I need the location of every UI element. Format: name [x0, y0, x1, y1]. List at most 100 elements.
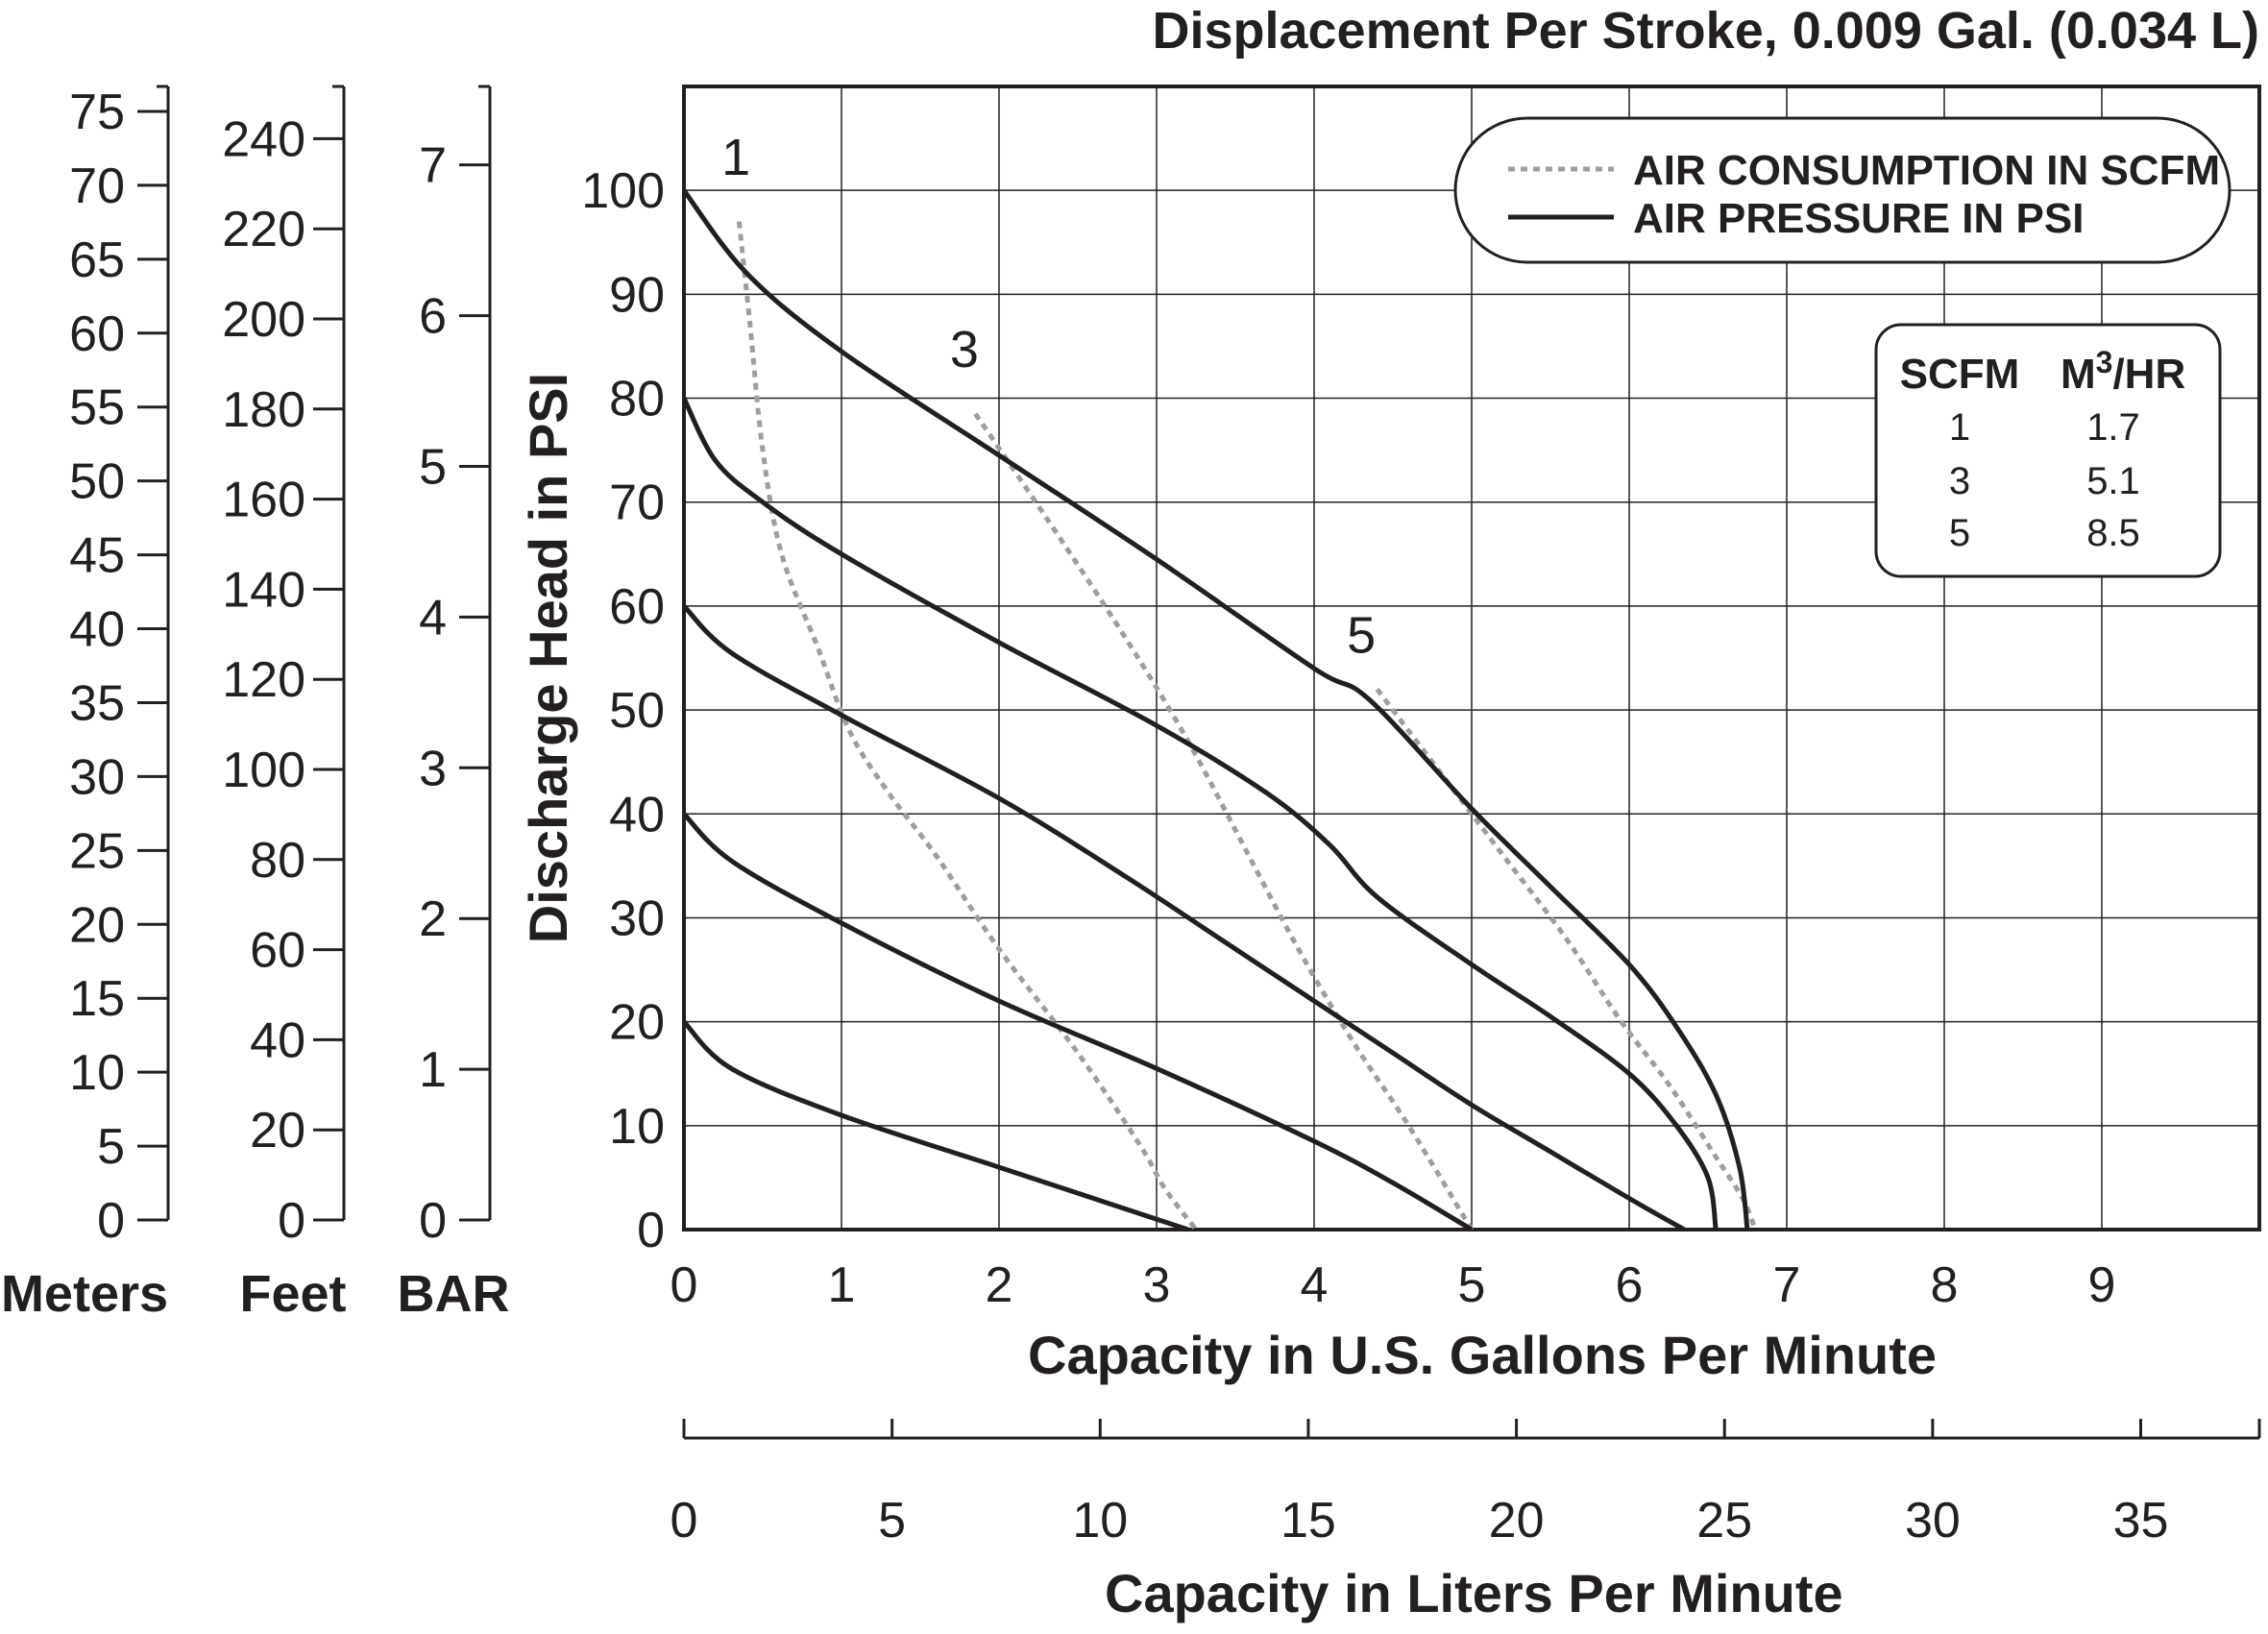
unit-scale-tick-label: 120 [222, 652, 305, 708]
curve-label-5: 5 [1347, 607, 1376, 665]
table-cell: 5.1 [2086, 460, 2140, 502]
x-tick-label: 2 [986, 1257, 1013, 1313]
bar-scale-label: BAR [398, 1265, 510, 1323]
unit-scale-tick-label: 35 [69, 675, 125, 731]
liters-tick-label: 30 [1905, 1493, 1961, 1549]
liters-tick-label: 20 [1489, 1493, 1545, 1549]
x-tick-label: 8 [1931, 1257, 1959, 1313]
unit-scale-tick-label: 50 [69, 454, 125, 510]
left-unit-scales: 0510152025303540455055606570750204060801… [69, 85, 492, 1249]
x-tick-label: 7 [1773, 1257, 1801, 1313]
unit-scale-tick-label: 0 [419, 1193, 447, 1249]
unit-scale-tick-label: 25 [69, 823, 125, 879]
curve-label-3: 3 [950, 321, 979, 378]
y-tick-label: 20 [609, 995, 665, 1051]
unit-scale-tick-label: 40 [69, 602, 125, 658]
unit-scale-tick-label: 7 [419, 138, 447, 194]
y-tick-label: 0 [637, 1203, 665, 1258]
air-consumption-curve-3 [973, 412, 1475, 1232]
legend: AIR CONSUMPTION IN SCFM AIR PRESSURE IN … [1453, 116, 2231, 264]
unit-scale-tick-label: 30 [69, 749, 125, 805]
liters-tick-label: 5 [878, 1493, 906, 1549]
x-tick-label: 3 [1143, 1257, 1171, 1313]
y-tick-label: 90 [609, 267, 665, 323]
liters-tick-label: 0 [671, 1493, 698, 1549]
meters-scale-label: Meters [1, 1265, 168, 1323]
unit-scale-tick-label: 3 [419, 741, 447, 796]
y-tick-label: 80 [609, 372, 665, 427]
unit-scale-tick-label: 45 [69, 528, 125, 584]
x-tick-label: 4 [1301, 1257, 1329, 1313]
y-tick-label: 100 [581, 163, 665, 219]
unit-scale-tick-label: 100 [222, 743, 305, 798]
y-tick-label: 10 [609, 1099, 665, 1155]
unit-scale-tick-label: 60 [250, 923, 305, 979]
unit-scale-tick-label: 20 [69, 897, 125, 953]
air-consumption-curve-1 [736, 221, 1198, 1232]
table-cell: 1.7 [2086, 406, 2140, 449]
air-pressure-curve-100-psi [682, 188, 1750, 1231]
unit-scale-tick-label: 160 [222, 473, 305, 528]
unit-scale-tick-label: 80 [250, 833, 305, 889]
table-cell: 3 [1949, 460, 1970, 502]
liters-axis-label: Capacity in Liters Per Minute [1105, 1563, 1843, 1623]
unit-scale-tick-label: 75 [69, 85, 125, 140]
liters-axis: 0 5 10 15 20 25 30 35 [671, 1419, 2261, 1549]
chart-title: Displacement Per Stroke, 0.009 Gal. (0.0… [1152, 2, 2259, 60]
conversion-table: SCFM M3/HR 1 1.7 3 5.1 5 8.5 [1874, 323, 2222, 578]
liters-tick-label: 35 [2113, 1493, 2169, 1549]
liters-tick-label: 10 [1072, 1493, 1128, 1549]
unit-scale-tick-label: 20 [250, 1103, 305, 1158]
y-axis-ticks: 0 10 20 30 40 50 60 70 80 90 100 [581, 163, 665, 1258]
unit-scale-tick-label: 200 [222, 292, 305, 348]
unit-scale-tick-label: 40 [250, 1012, 305, 1068]
x-axis-label: Capacity in U.S. Gallons Per Minute [1028, 1325, 1937, 1385]
air-pressure-curve-80-psi [681, 397, 1719, 1231]
legend-air-consumption: AIR CONSUMPTION IN SCFM [1633, 147, 2220, 194]
x-tick-label: 1 [828, 1257, 856, 1313]
unit-scale-tick-label: 0 [97, 1193, 125, 1249]
unit-scale-tick-label: 240 [222, 111, 305, 167]
x-tick-label: 0 [671, 1257, 698, 1313]
unit-scale-tick-label: 220 [222, 202, 305, 257]
curve-label-1: 1 [721, 129, 750, 186]
unit-scale-tick-label: 6 [419, 289, 447, 345]
unit-scale-tick-label: 65 [69, 232, 125, 288]
curve-labels: 1 3 5 [721, 129, 1376, 665]
feet-scale-label: Feet [239, 1265, 346, 1323]
unit-scale-tick-label: 0 [278, 1193, 305, 1249]
unit-scale-tick-label: 2 [419, 891, 447, 947]
x-axis-ticks: 0 1 2 3 4 5 6 7 8 9 [671, 1257, 2116, 1313]
unit-scale-tick-label: 70 [69, 159, 125, 214]
unit-scale-tick-label: 15 [69, 971, 125, 1027]
legend-box [1453, 116, 2231, 264]
air-pressure-curve-20-psi [682, 1019, 1189, 1232]
y-tick-label: 50 [609, 683, 665, 739]
air-pressure-curve-40-psi [682, 812, 1474, 1232]
air-pressure-curves [681, 188, 1750, 1232]
x-tick-label: 5 [1458, 1257, 1486, 1313]
conversion-table-box [1874, 323, 2222, 578]
unit-scale-tick-label: 4 [419, 590, 447, 646]
unit-scale-tick-label: 55 [69, 380, 125, 436]
table-cell: 1 [1949, 406, 1970, 449]
liters-tick-label: 25 [1696, 1493, 1752, 1549]
y-tick-label: 70 [609, 476, 665, 531]
legend-air-pressure: AIR PRESSURE IN PSI [1633, 195, 2084, 242]
unit-scale-tick-label: 1 [419, 1042, 447, 1098]
unit-scale-tick-label: 5 [419, 439, 447, 495]
air-pressure-curve-60-psi [682, 604, 1686, 1232]
x-tick-label: 6 [1616, 1257, 1644, 1313]
y-tick-label: 30 [609, 890, 665, 946]
unit-scale-tick-label: 180 [222, 382, 305, 438]
y-axis-label: Discharge Head in PSI [518, 373, 578, 943]
table-header-scfm: SCFM [1900, 351, 2020, 398]
table-cell: 5 [1949, 512, 1970, 554]
unit-scale-tick-label: 10 [69, 1045, 125, 1101]
table-header-m3hr: M3/HR [2061, 345, 2185, 398]
unit-scale-tick-label: 60 [69, 306, 125, 362]
unit-scale-tick-label: 140 [222, 562, 305, 618]
air-consumption-curves [736, 221, 1758, 1232]
x-tick-label: 9 [2088, 1257, 2116, 1313]
